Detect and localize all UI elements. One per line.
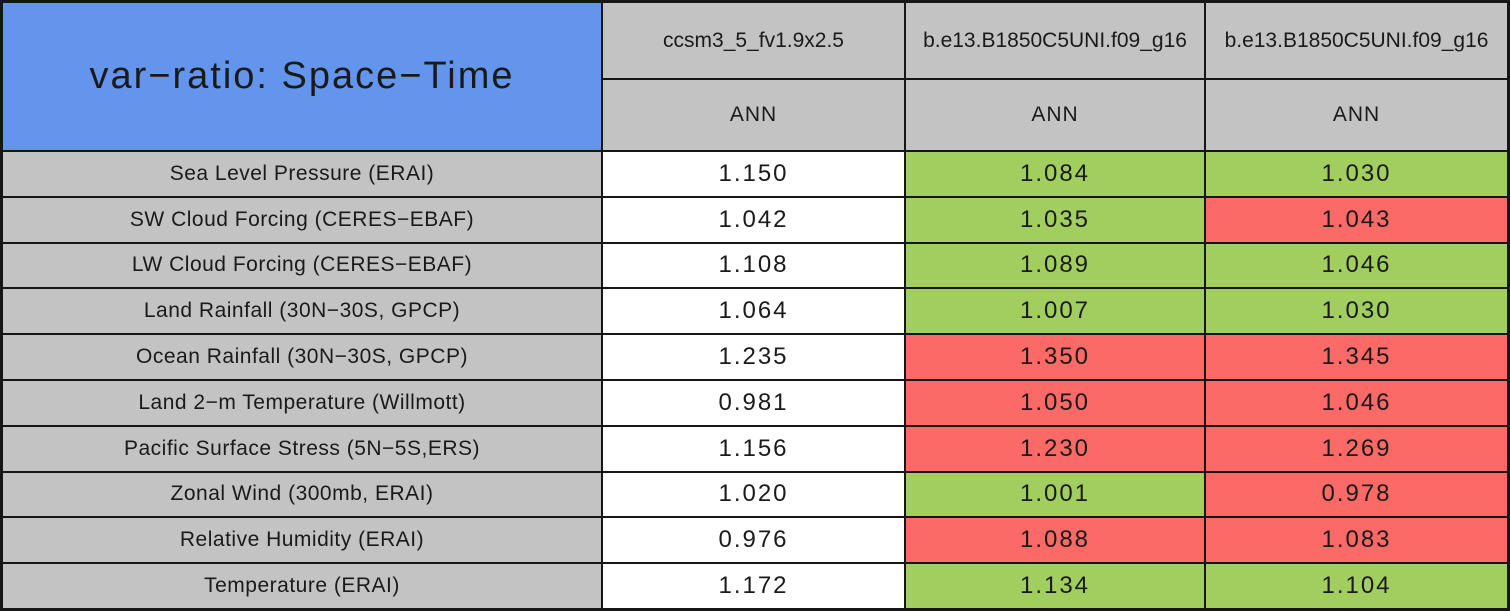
model-header-2-label: b.e13.B1850C5UNI.f09_g16	[923, 28, 1187, 52]
row-label: Relative Humidity (ERAI)	[3, 518, 601, 563]
value-cell: 1.134	[906, 564, 1204, 608]
value-cell: 1.350	[906, 335, 1204, 379]
value-cell: 1.269	[1206, 426, 1507, 471]
value-cell: 1.104	[1206, 564, 1507, 608]
value-cell: 1.043	[1206, 197, 1507, 242]
row-label: Land 2−m Temperature (Willmott)	[3, 380, 601, 425]
value-cell: 1.108	[603, 243, 904, 288]
model-header-3: b.e13.B1850C5UNI.f09_g16	[1206, 3, 1507, 78]
season-header-3: ANN	[1206, 80, 1507, 150]
season-header-2: ANN	[906, 80, 1204, 150]
value-cell: 1.001	[906, 472, 1204, 517]
value-cell: 0.981	[603, 380, 904, 425]
row-label: Sea Level Pressure (ERAI)	[3, 152, 601, 196]
row-label: Ocean Rainfall (30N−30S, GPCP)	[3, 335, 601, 379]
value-cell: 1.050	[906, 380, 1204, 425]
model-header-2: b.e13.B1850C5UNI.f09_g16	[906, 3, 1204, 78]
value-cell: 1.046	[1206, 380, 1507, 425]
value-cell: 1.235	[603, 335, 904, 379]
value-cell: 1.020	[603, 472, 904, 517]
value-cell: 1.150	[603, 152, 904, 196]
value-cell: 1.230	[906, 426, 1204, 471]
value-cell: 1.172	[603, 564, 904, 608]
value-cell: 1.089	[906, 243, 1204, 288]
row-label: Land Rainfall (30N−30S, GPCP)	[3, 289, 601, 334]
table-title: var−ratio: Space−Time	[3, 3, 601, 150]
value-cell: 1.046	[1206, 243, 1507, 288]
row-label: Pacific Surface Stress (5N−5S,ERS)	[3, 426, 601, 471]
model-header-3-label: b.e13.B1850C5UNI.f09_g16	[1224, 28, 1489, 52]
value-cell: 1.064	[603, 289, 904, 334]
value-cell: 1.030	[1206, 289, 1507, 334]
season-header-1: ANN	[603, 80, 904, 150]
value-cell: 1.345	[1206, 335, 1507, 379]
row-label: LW Cloud Forcing (CERES−EBAF)	[3, 243, 601, 288]
value-cell: 1.042	[603, 197, 904, 242]
value-cell: 0.978	[1206, 472, 1507, 517]
model-header-1: ccsm3_5_fv1.9x2.5	[603, 3, 904, 78]
model-header-1-label: ccsm3_5_fv1.9x2.5	[663, 28, 844, 52]
value-cell: 0.976	[603, 518, 904, 563]
row-label: Temperature (ERAI)	[3, 564, 601, 608]
value-cell: 1.156	[603, 426, 904, 471]
value-cell: 1.083	[1206, 518, 1507, 563]
value-cell: 1.035	[906, 197, 1204, 242]
value-cell: 1.088	[906, 518, 1204, 563]
value-cell: 1.030	[1206, 152, 1507, 196]
row-label: SW Cloud Forcing (CERES−EBAF)	[3, 197, 601, 242]
value-cell: 1.007	[906, 289, 1204, 334]
row-label: Zonal Wind (300mb, ERAI)	[3, 472, 601, 517]
value-cell: 1.084	[906, 152, 1204, 196]
